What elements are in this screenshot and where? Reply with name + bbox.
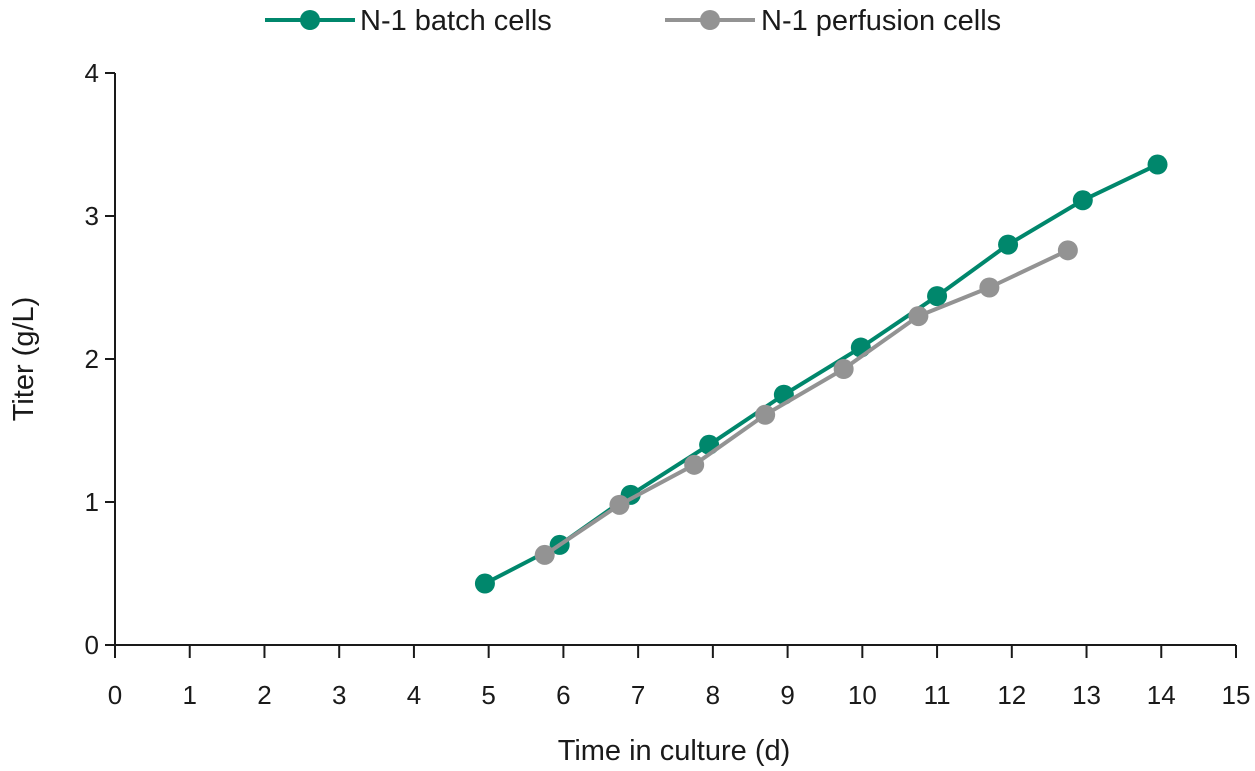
x-tick-label: 13 bbox=[1072, 680, 1101, 710]
x-axis-title: Time in culture (d) bbox=[558, 735, 791, 767]
data-point bbox=[908, 306, 929, 327]
x-tick-label: 4 bbox=[407, 680, 421, 710]
x-tick-label: 9 bbox=[780, 680, 794, 710]
data-point bbox=[1072, 190, 1093, 211]
x-tick-label: 11 bbox=[924, 680, 951, 710]
x-tick-label: 0 bbox=[108, 680, 122, 710]
legend-label: N-1 batch cells bbox=[360, 5, 552, 37]
x-tick-label: 12 bbox=[997, 680, 1026, 710]
y-tick-label: 4 bbox=[85, 58, 99, 88]
data-point bbox=[755, 404, 776, 425]
legend-marker bbox=[700, 10, 720, 30]
y-axis-ticks: 0 1 2 3 4 bbox=[85, 58, 115, 660]
y-tick-label: 3 bbox=[85, 201, 99, 231]
legend: N-1 batch cells N-1 perfusion cells bbox=[265, 5, 1001, 37]
series-perfusion bbox=[534, 240, 1078, 565]
series-batch bbox=[474, 154, 1168, 594]
x-tick-label: 14 bbox=[1147, 680, 1176, 710]
y-tick-label: 1 bbox=[85, 487, 99, 517]
y-tick-label: 0 bbox=[85, 630, 99, 660]
data-point bbox=[833, 359, 854, 380]
series-layer bbox=[474, 154, 1168, 594]
x-tick-label: 3 bbox=[332, 680, 346, 710]
legend-marker bbox=[300, 10, 320, 30]
x-tick-label: 1 bbox=[182, 680, 196, 710]
legend-label: N-1 perfusion cells bbox=[761, 5, 1001, 37]
x-axis-ticks: 0 1 2 3 4 5 6 7 8 9 10 11 12 13 14 15 bbox=[108, 645, 1251, 710]
data-point bbox=[998, 234, 1019, 255]
data-point bbox=[684, 454, 705, 475]
series-line bbox=[484, 162, 1159, 586]
data-point bbox=[474, 573, 495, 594]
x-tick-label: 6 bbox=[556, 680, 570, 710]
legend-item: N-1 batch cells bbox=[265, 5, 552, 37]
legend-item: N-1 perfusion cells bbox=[665, 5, 1001, 37]
x-tick-label: 8 bbox=[706, 680, 720, 710]
x-tick-label: 10 bbox=[848, 680, 877, 710]
y-tick-label: 2 bbox=[85, 344, 99, 374]
data-point bbox=[927, 286, 948, 307]
data-point bbox=[1057, 240, 1078, 261]
data-point bbox=[1147, 154, 1168, 175]
x-tick-label: 7 bbox=[631, 680, 645, 710]
data-point bbox=[699, 434, 720, 455]
x-tick-label: 2 bbox=[257, 680, 271, 710]
y-axis-title: Titer (g/L) bbox=[8, 297, 40, 422]
data-point bbox=[534, 544, 555, 565]
series-line bbox=[543, 248, 1069, 557]
data-point bbox=[609, 494, 630, 515]
x-tick-label: 5 bbox=[481, 680, 495, 710]
data-point bbox=[979, 277, 1000, 298]
x-tick-label: 15 bbox=[1222, 680, 1251, 710]
